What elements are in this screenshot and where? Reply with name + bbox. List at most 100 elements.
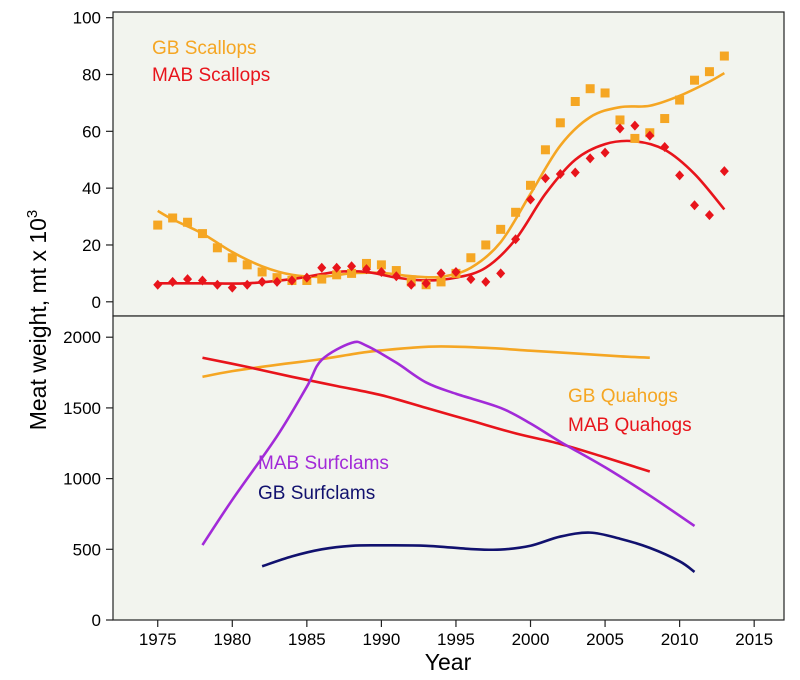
bottom-y-tick-label-0: 0 [92, 611, 101, 630]
gb-scallops-point-1977 [183, 217, 193, 227]
mab-scallops-point-2012 [704, 210, 714, 221]
mab-scallops-point-2003 [570, 167, 580, 178]
top-plot-layer [153, 51, 729, 293]
gb-scallops-point-2010 [675, 95, 685, 105]
x-axis-title: Year [425, 649, 472, 675]
x-tick-label-1985: 1985 [288, 630, 326, 649]
top-y-tick-label-20: 20 [82, 236, 101, 255]
gb-scallops-point-1999 [511, 207, 521, 217]
gb-scallops-point-1980 [227, 253, 237, 263]
mab-scallops-point-1985 [302, 272, 312, 283]
legend-mab-scallops: MAB Scallops [152, 65, 270, 86]
mab-scallops-point-1975 [153, 279, 163, 290]
bottom-y-tick-label-2000: 2000 [63, 328, 101, 347]
mab-scallops-point-2013 [719, 166, 729, 177]
bottom-y-tick-label-500: 500 [73, 540, 101, 559]
mab-scallops-point-2006 [615, 123, 625, 134]
y-axis-title-text: Meat weight, mt x 10 [25, 218, 51, 430]
y-axis-title: Meat weight, mt x 103 [24, 210, 51, 431]
top-y-tick-label-80: 80 [82, 66, 101, 85]
gb-scallops-point-1989 [361, 258, 371, 268]
gb-scallops-point-1991 [391, 266, 401, 276]
gb-quahogs-line [202, 345, 650, 379]
mab-scallops-point-1994 [436, 268, 446, 279]
mab-scallops-point-2009 [660, 141, 670, 152]
gb-scallops-point-1996 [466, 253, 476, 263]
bottom-y-tick-label-1500: 1500 [63, 399, 101, 418]
gb-scallops-point-2012 [704, 67, 714, 77]
x-tick-label-1990: 1990 [362, 630, 400, 649]
gb-scallops-point-1988 [347, 268, 357, 278]
mab-scallops-point-1989 [361, 264, 371, 275]
x-tick-label-1995: 1995 [437, 630, 475, 649]
gb-scallops-point-2004 [585, 84, 595, 94]
mab-scallops-point-1982 [257, 276, 267, 287]
gb-scallops-point-1975 [153, 220, 163, 230]
gb-scallops-point-1998 [496, 224, 506, 234]
gb-scallops-point-1997 [481, 240, 491, 250]
gb-scallops-point-1990 [376, 260, 386, 270]
gb-scallops-point-1987 [332, 270, 342, 280]
legend-gb-scallops: GB Scallops [152, 38, 257, 59]
mab-scallops-point-1978 [197, 275, 207, 286]
x-tick-label-2015: 2015 [735, 630, 773, 649]
mab-scallops-point-2010 [675, 170, 685, 181]
mab-surfclams-line [201, 340, 696, 546]
gb-scallops-point-1981 [242, 260, 252, 270]
y-axis-title-superscript: 3 [24, 210, 41, 218]
top-y-tick-label-100: 100 [73, 9, 101, 28]
gb-scallops-point-1976 [168, 213, 178, 223]
mab-scallops-point-2001 [540, 173, 550, 184]
mab-scallops-point-2007 [630, 120, 640, 131]
gb-scallops-point-1994 [436, 277, 446, 287]
legend-gb-surfclams: GB Surfclams [258, 483, 375, 504]
mab-scallops-point-1986 [317, 262, 327, 273]
bottom-panel [112, 315, 785, 621]
x-tick-label-2000: 2000 [512, 630, 550, 649]
mab-scallops-point-1995 [451, 266, 461, 277]
legend-mab-surfclams: MAB Surfclams [258, 453, 389, 474]
gb-surfclams-line [261, 531, 696, 573]
mab-scallops-point-1987 [332, 262, 342, 273]
x-tick-label-2010: 2010 [661, 630, 699, 649]
gb-scallops-point-1986 [317, 274, 327, 284]
mab-scallops-point-1979 [212, 279, 222, 290]
mab-scallops-point-2002 [555, 168, 565, 179]
mab-scallops-point-1999 [511, 234, 521, 245]
bottom-y-tick-label-1000: 1000 [63, 470, 101, 489]
bottom-plot-layer [201, 340, 696, 573]
legend-mab-quahogs: MAB Quahogs [568, 415, 692, 436]
mab-scallops-point-1981 [242, 279, 252, 290]
top-panel [112, 11, 785, 317]
mab-scallops-point-2005 [600, 147, 610, 158]
gb-scallops-point-2005 [600, 88, 610, 98]
mab-scallops-point-1980 [227, 282, 237, 293]
gb-scallops-point-1982 [257, 267, 267, 277]
mab-scallops-point-1976 [168, 276, 178, 287]
mab-scallops-point-1996 [466, 274, 476, 285]
gb-scallops-point-2007 [630, 133, 640, 143]
mab-scallops-point-1993 [421, 278, 431, 289]
gb-scallops-point-1979 [212, 243, 222, 253]
mab-scallops-point-1990 [376, 266, 386, 277]
gb-scallops-point-2006 [615, 115, 625, 125]
mab-scallops-point-2011 [690, 200, 700, 211]
top-y-tick-label-0: 0 [92, 293, 101, 312]
mab-scallops-point-2008 [645, 130, 655, 141]
mab-scallops-point-1992 [406, 279, 416, 290]
gb-scallops-point-2001 [540, 145, 550, 155]
x-tick-label-1980: 1980 [213, 630, 251, 649]
gb-scallops-point-2013 [719, 51, 729, 61]
mab-scallops-point-2000 [526, 194, 536, 205]
gb-scallops-point-2003 [570, 96, 580, 106]
mab-scallops-point-2004 [585, 153, 595, 164]
mab-scallops-point-1984 [287, 275, 297, 286]
mab-scallops-point-1997 [481, 276, 491, 287]
gb-scallops-point-2000 [526, 180, 536, 190]
mab-scallops-point-1983 [272, 276, 282, 287]
gb-scallops-point-2002 [555, 118, 565, 128]
mab-scallops-point-1991 [391, 271, 401, 282]
legend-gb-quahogs: GB Quahogs [568, 386, 678, 407]
